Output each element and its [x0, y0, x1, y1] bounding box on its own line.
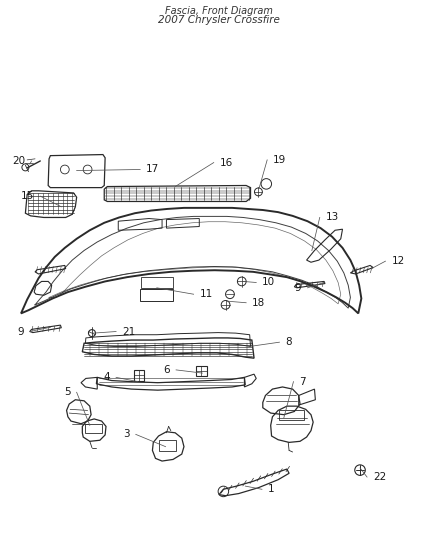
- Text: 16: 16: [220, 158, 233, 167]
- Bar: [196, 366, 207, 376]
- Bar: [141, 277, 173, 288]
- Bar: [85, 424, 102, 433]
- Bar: [134, 370, 144, 381]
- Text: 15: 15: [21, 191, 34, 201]
- Text: 6: 6: [163, 365, 170, 375]
- Text: 4: 4: [103, 373, 110, 382]
- Text: 22: 22: [373, 472, 386, 482]
- Text: 18: 18: [252, 298, 265, 308]
- Text: Fascia, Front Diagram: Fascia, Front Diagram: [165, 6, 273, 15]
- Text: 3: 3: [123, 430, 130, 439]
- Text: 19: 19: [273, 155, 286, 165]
- Text: 20: 20: [12, 156, 25, 166]
- Bar: [279, 410, 304, 420]
- Text: 17: 17: [146, 165, 159, 174]
- Text: 13: 13: [326, 213, 339, 222]
- Bar: [159, 440, 176, 451]
- Text: 8: 8: [286, 337, 292, 347]
- Text: 2007 Chrysler Crossfire: 2007 Chrysler Crossfire: [158, 15, 280, 25]
- Text: 10: 10: [262, 278, 276, 287]
- Text: 5: 5: [64, 387, 71, 397]
- Text: 9: 9: [17, 327, 24, 336]
- Text: 11: 11: [200, 289, 213, 299]
- Text: 7: 7: [300, 377, 306, 386]
- Text: 1: 1: [268, 484, 275, 494]
- Bar: [140, 289, 173, 301]
- Text: 21: 21: [122, 327, 135, 336]
- Text: 12: 12: [392, 256, 405, 266]
- Text: 9: 9: [295, 283, 301, 293]
